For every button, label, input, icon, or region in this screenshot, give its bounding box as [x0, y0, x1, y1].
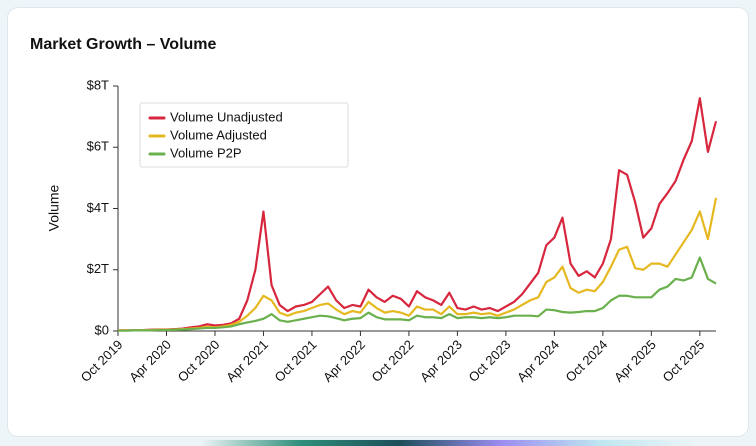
- legend-box: [139, 102, 349, 168]
- y-tick-label: $2T: [87, 261, 109, 276]
- x-tick-label: Apr 2021: [223, 337, 271, 385]
- legend-label: Volume Adjusted: [170, 127, 267, 142]
- y-tick-label: $8T: [87, 77, 109, 92]
- y-tick-label: $6T: [87, 139, 109, 154]
- x-tick-label: Oct 2022: [369, 337, 417, 385]
- y-axis-label: Volume: [46, 184, 62, 231]
- x-tick-label: Oct 2021: [272, 337, 320, 385]
- x-tick-label: Apr 2023: [417, 337, 465, 385]
- x-tick-label: Oct 2025: [659, 337, 707, 385]
- x-tick-label: Apr 2020: [126, 337, 174, 385]
- series-line: [118, 256, 717, 332]
- x-tick-label: Apr 2024: [514, 337, 562, 385]
- decor-strip: [200, 440, 700, 446]
- x-tick-label: Apr 2022: [320, 337, 368, 385]
- legend-label: Volume P2P: [170, 145, 242, 160]
- chart-title: Market Growth – Volume: [30, 36, 217, 53]
- x-tick-label: Oct 2019: [78, 337, 126, 385]
- x-tick-label: Oct 2023: [466, 337, 514, 385]
- series-line: [118, 197, 718, 332]
- x-tick-label: Oct 2020: [175, 337, 223, 385]
- card: [8, 8, 748, 436]
- x-tick-label: Oct 2024: [562, 337, 610, 385]
- legend-label: Volume Unadjusted: [170, 109, 283, 124]
- x-tick-label: Apr 2025: [611, 337, 659, 385]
- y-tick-label: $4T: [87, 200, 109, 215]
- y-tick-label: $0: [95, 322, 109, 337]
- series-line: [118, 97, 718, 332]
